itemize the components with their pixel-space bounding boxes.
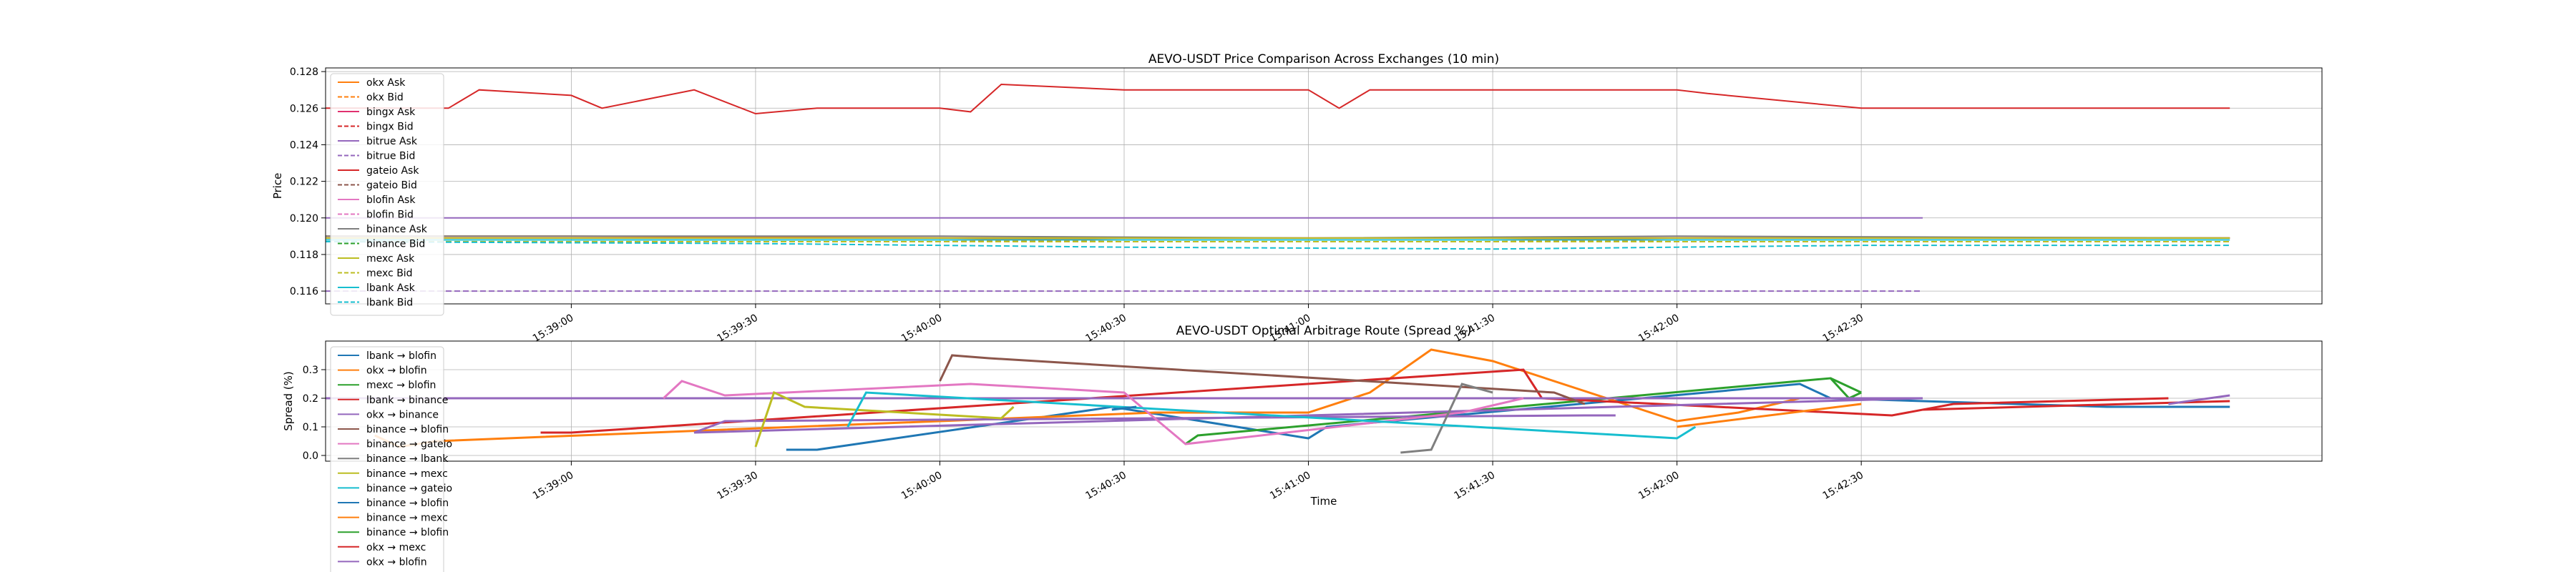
x-tick-label: 15:41:30 [1453, 470, 1497, 502]
y-tick-label: 0.118 [290, 250, 318, 261]
legend-label: lbank → binance [366, 395, 448, 406]
legend-label: okx Bid [366, 92, 404, 104]
y-tick-label: 0.126 [290, 103, 318, 114]
x-tick-label: 15:39:00 [531, 312, 575, 345]
spread-plot-frame [325, 340, 2323, 462]
series-line-binance-mexc [754, 390, 1015, 448]
x-tick-label: 15:39:30 [715, 470, 759, 502]
legend-label: binance → lbank [366, 453, 449, 465]
legend-label: lbank → blofin [366, 350, 436, 362]
legend-label: bitrue Ask [366, 136, 418, 147]
x-tick-label: 15:40:00 [899, 470, 944, 502]
series-line-binance-gateio [847, 391, 1697, 440]
spread-series-group [326, 348, 2230, 454]
x-tick-label: 15:42:30 [1821, 470, 1865, 502]
legend-label: okx Ask [366, 77, 406, 89]
legend-label: blofin Bid [366, 209, 414, 221]
legend-label: binance → gateio [366, 439, 452, 450]
legend-label: bitrue Bid [366, 151, 415, 162]
price-chart-title: AEVO-USDT Price Comparison Across Exchan… [1148, 52, 1499, 66]
price-y-ticks: 0.116 0.118 0.120 0.122 0.124 0.126 0.128 [290, 66, 326, 297]
price-legend: okx Ask okx Bid bingx Ask bingx Bid bitrue A… [330, 73, 444, 316]
legend-label: blofin Ask [366, 194, 416, 206]
series-line-binance-lbank [1400, 383, 1493, 454]
y-tick-label: 0.3 [303, 365, 318, 376]
x-tick-label: 15:40:30 [1084, 470, 1128, 502]
x-tick-label: 15:42:30 [1821, 312, 1865, 345]
spread-x-ticks: 15:39:00 15:39:30 15:40:00 15:40:30 15:41:00… [531, 461, 1865, 502]
spread-panel: AEVO-USDT Optimal Arbitrage Route (Sprea… [282, 324, 2323, 572]
x-tick-label: 15:40:00 [899, 312, 944, 345]
legend-label: binance → gateio [366, 483, 452, 494]
legend-label: binance → mexc [366, 513, 448, 524]
y-tick-label: 0.1 [303, 422, 318, 433]
price-plot-frame [325, 67, 2323, 305]
legend-label: bingx Bid [366, 122, 414, 133]
legend-label: mexc Ask [366, 253, 415, 265]
spread-y-ticks: 0.0 0.1 0.2 0.3 [303, 365, 326, 462]
x-tick-label: 15:42:00 [1636, 312, 1681, 345]
series-line-binance-gateio [663, 380, 1524, 445]
legend-box [330, 73, 444, 316]
price-series-group [325, 83, 2230, 292]
legend-label: gateio Bid [366, 180, 417, 192]
legend-label: mexc Bid [366, 268, 413, 280]
y-tick-label: 0.122 [290, 177, 318, 188]
spread-chart-title: AEVO-USDT Optimal Arbitrage Route (Sprea… [1176, 324, 1472, 338]
price-comparison-panel: AEVO-USDT Price Comparison Across Exchan… [271, 52, 2323, 345]
legend-label: binance Ask [366, 224, 428, 235]
y-tick-label: 0.120 [290, 213, 318, 225]
legend-label: mexc → blofin [366, 380, 436, 391]
spread-x-axis-label: Time [1310, 495, 1337, 508]
x-tick-label: 15:39:00 [531, 470, 575, 502]
x-tick-label: 15:39:30 [715, 312, 759, 345]
x-tick-label: 15:42:00 [1636, 470, 1681, 502]
x-tick-label: 15:41:00 [1268, 470, 1312, 502]
legend-label: binance Bid [366, 239, 425, 250]
series-line-binance-blofin [939, 354, 1586, 405]
spread-legend: lbank → blofin okx → blofin mexc → blofin l… [330, 346, 452, 572]
legend-label: okx → blofin [366, 556, 427, 568]
legend-label: gateio Ask [366, 165, 419, 177]
legend-label: okx → blofin [366, 365, 427, 377]
legend-label: bingx Ask [366, 107, 416, 118]
legend-label: binance → blofin [366, 424, 449, 435]
price-y-axis-label: Price [271, 173, 284, 199]
series-line-lbank-bid [325, 241, 2230, 250]
legend-label: binance → mexc [366, 468, 448, 480]
legend-label: binance → blofin [366, 498, 449, 509]
y-tick-label: 0.0 [303, 450, 318, 462]
series-line-binance-blofin [1830, 377, 1862, 394]
legend-label: lbank Ask [366, 282, 416, 294]
legend-label: binance → blofin [366, 527, 449, 538]
y-tick-label: 0.116 [290, 286, 318, 297]
series-line-gateio-ask [326, 83, 2230, 115]
legend-label: lbank Bid [366, 297, 413, 309]
spread-y-axis-label: Spread (%) [282, 371, 295, 431]
series-line-okx-blofin [2168, 394, 2230, 405]
legend-box [330, 346, 444, 572]
series-line-binance-blofin [1111, 405, 1137, 411]
series-line-binance-ask [326, 235, 2230, 239]
legend-label: okx → binance [366, 409, 439, 420]
x-tick-label: 15:40:30 [1084, 312, 1128, 345]
series-line-okx-binance [326, 397, 1923, 434]
y-tick-label: 0.2 [303, 393, 318, 405]
y-tick-label: 0.124 [290, 139, 318, 151]
y-tick-label: 0.128 [290, 66, 318, 78]
series-line-binance-mexc [1677, 403, 1862, 428]
legend-label: okx → mexc [366, 542, 426, 553]
